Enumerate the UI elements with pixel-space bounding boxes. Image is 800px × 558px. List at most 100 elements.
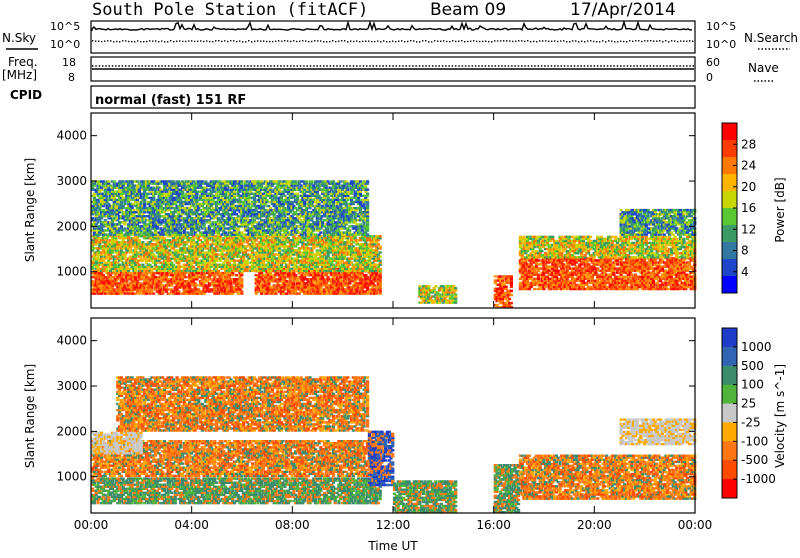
heatmap-cell bbox=[377, 239, 380, 241]
heatmap-cell bbox=[154, 255, 157, 257]
heatmap-cell bbox=[339, 243, 342, 245]
heatmap-cell bbox=[138, 239, 141, 241]
heatmap-cell bbox=[359, 239, 362, 241]
heatmap-cell bbox=[217, 270, 220, 272]
heatmap-cell bbox=[303, 274, 306, 276]
heatmap-cell bbox=[172, 180, 175, 182]
heatmap-cell bbox=[190, 209, 193, 211]
heatmap-cell bbox=[262, 270, 265, 272]
heatmap-cell bbox=[316, 249, 319, 251]
heatmap-cell bbox=[123, 241, 126, 243]
heatmap-cell bbox=[145, 292, 148, 294]
heatmap-cell bbox=[325, 270, 328, 272]
heatmap-cell bbox=[185, 276, 188, 278]
heatmap-cell bbox=[305, 270, 308, 272]
heatmap-cell bbox=[253, 270, 256, 272]
heatmap-cell bbox=[183, 182, 186, 184]
heatmap-cell bbox=[375, 292, 378, 294]
nsky-series bbox=[92, 22, 692, 31]
heatmap-cell bbox=[98, 182, 101, 184]
cpid-label: CPID bbox=[10, 88, 42, 102]
heatmap-cell bbox=[132, 209, 135, 211]
heatmap-cell bbox=[138, 264, 141, 266]
heatmap-cell bbox=[379, 255, 382, 257]
heatmap-cell bbox=[197, 227, 200, 229]
heatmap-cell bbox=[195, 233, 198, 235]
heatmap-cell bbox=[138, 292, 141, 294]
heatmap-cell bbox=[366, 270, 369, 272]
heatmap-cell bbox=[149, 292, 152, 294]
heatmap-cell bbox=[238, 270, 241, 272]
heatmap-cell bbox=[229, 282, 232, 284]
heatmap-cell bbox=[93, 193, 96, 195]
heatmap-cell bbox=[246, 260, 249, 262]
heatmap-cell bbox=[379, 251, 382, 253]
heatmap-cell bbox=[265, 292, 268, 294]
heatmap-cell bbox=[158, 217, 161, 219]
heatmap-cell bbox=[379, 268, 382, 270]
heatmap-cell bbox=[150, 249, 153, 251]
nsearch-tick-bottom: 10^0 bbox=[706, 38, 736, 51]
heatmap-cell bbox=[292, 282, 295, 284]
heatmap-cell bbox=[104, 219, 107, 221]
heatmap-cell bbox=[237, 292, 240, 294]
freq-label-1: Freq. bbox=[8, 55, 38, 69]
heatmap-cell bbox=[197, 270, 200, 272]
heatmap-cell bbox=[136, 180, 139, 182]
heatmap-cell bbox=[361, 278, 364, 280]
heatmap-cell bbox=[379, 288, 382, 290]
heatmap-cell bbox=[354, 270, 357, 272]
heatmap-cell bbox=[294, 288, 297, 290]
heatmap-cell bbox=[188, 270, 191, 272]
heatmap-cell bbox=[359, 274, 362, 276]
nave-label: Nave bbox=[748, 61, 779, 75]
nsearch-label: N.Search bbox=[744, 31, 798, 45]
heatmap-cell bbox=[154, 193, 157, 195]
heatmap-cell bbox=[379, 292, 382, 294]
heatmap-cell bbox=[292, 253, 295, 255]
heatmap-cell bbox=[195, 284, 198, 286]
heatmap-cell bbox=[167, 288, 170, 290]
heatmap-cell bbox=[177, 292, 180, 294]
heatmap-cell bbox=[123, 221, 126, 223]
heatmap-cell bbox=[156, 180, 159, 182]
heatmap-cell bbox=[100, 217, 103, 219]
heatmap-cell bbox=[152, 292, 155, 294]
heatmap-cell bbox=[100, 253, 103, 255]
heatmap-cell bbox=[177, 290, 180, 292]
freq-tick-top: 18 bbox=[62, 56, 76, 69]
heatmap-cell bbox=[159, 182, 162, 184]
heatmap-cell bbox=[379, 260, 382, 262]
heatmap-cell bbox=[127, 270, 130, 272]
heatmap-cell bbox=[271, 260, 274, 262]
heatmap-cell bbox=[149, 182, 152, 184]
heatmap-cell bbox=[379, 264, 382, 266]
heatmap-cell bbox=[298, 292, 301, 294]
heatmap-cell bbox=[213, 274, 216, 276]
heatmap-cell bbox=[287, 264, 290, 266]
heatmap-cell bbox=[208, 239, 211, 241]
heatmap-cell bbox=[371, 270, 374, 272]
heatmap-cell bbox=[222, 249, 225, 251]
cpid-text: normal (fast) 151 RF bbox=[95, 93, 246, 108]
heatmap-cell bbox=[138, 221, 141, 223]
heatmap-cell bbox=[170, 272, 173, 274]
power-heatmap bbox=[91, 180, 696, 308]
heatmap-cell bbox=[156, 227, 159, 229]
heatmap-cell bbox=[318, 268, 321, 270]
heatmap-cell bbox=[255, 292, 258, 294]
heatmap-cell bbox=[190, 231, 193, 233]
heatmap-cell bbox=[105, 270, 108, 272]
heatmap-cell bbox=[274, 292, 277, 294]
heatmap-cell bbox=[203, 251, 206, 253]
heatmap-cell bbox=[129, 249, 132, 251]
heatmap-cell bbox=[348, 264, 351, 266]
heatmap-cell bbox=[123, 201, 126, 203]
heatmap-cell bbox=[240, 274, 243, 276]
heatmap-cell bbox=[350, 262, 353, 264]
heatmap-cell bbox=[170, 262, 173, 264]
heatmap-cell bbox=[217, 292, 220, 294]
heatmap-cell bbox=[197, 264, 200, 266]
heatmap-cell bbox=[113, 288, 116, 290]
